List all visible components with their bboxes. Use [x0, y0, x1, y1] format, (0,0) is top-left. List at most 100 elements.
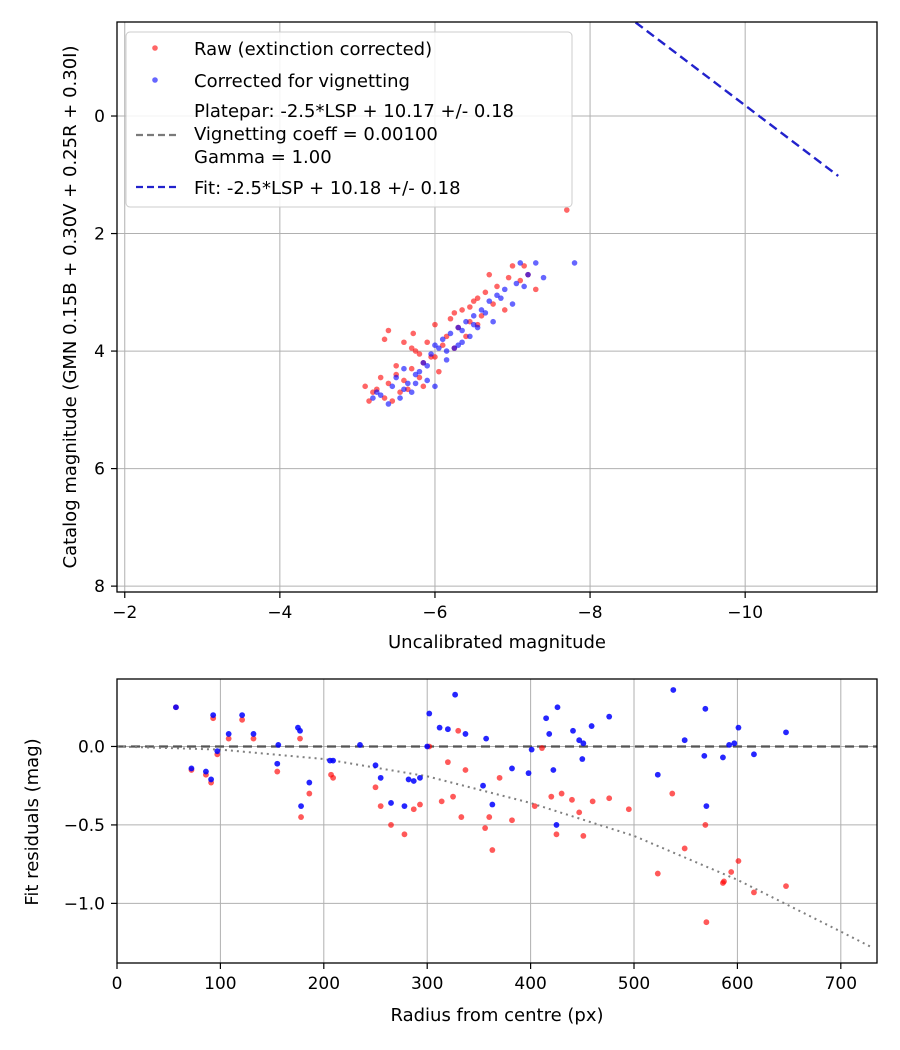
raw-point: [401, 339, 407, 346]
corrected-point: [509, 301, 516, 307]
raw-point: [463, 333, 469, 340]
top-y-axis-label: Catalog magnitude (GMN 0.15B + 0.30V + 0…: [60, 45, 81, 568]
top-y-ticks: 0 2 4 6 8: [94, 107, 117, 597]
corrected-point: [513, 280, 520, 287]
legend-corrected-label: Corrected for vignetting: [194, 71, 410, 92]
raw-residual-point: [702, 822, 709, 828]
corrected-point: [424, 362, 431, 369]
top-y-tick-label: 2: [94, 225, 105, 245]
raw-point: [501, 307, 508, 313]
corrected-residual-point: [357, 742, 363, 748]
corrected-residual-point: [239, 712, 246, 718]
raw-point: [385, 327, 392, 334]
raw-residual-point: [558, 790, 565, 797]
vignetting-curve-path: [117, 745, 873, 949]
corrected-point: [486, 298, 493, 304]
legend-vignetting-label: Vignetting coeff = 0.00100: [194, 124, 438, 145]
raw-point: [397, 389, 403, 396]
corrected-point: [501, 286, 508, 293]
corrected-point: [432, 383, 438, 390]
corrected-residual-point: [553, 822, 560, 828]
corrected-point: [447, 330, 454, 337]
raw-residual-point: [225, 735, 232, 742]
corrected-point: [377, 392, 384, 398]
corrected-residual-point: [670, 687, 677, 693]
raw-point: [416, 351, 423, 357]
corrected-residual-point: [405, 776, 412, 783]
vignetting-curve: [117, 745, 873, 949]
raw-residual-point: [239, 716, 246, 723]
raw-point: [366, 398, 372, 404]
raw-residual-point: [735, 858, 742, 864]
corrected-point: [385, 401, 392, 407]
top-x-tick-label: −2: [112, 603, 137, 623]
legend-raw-marker: [152, 45, 158, 51]
corrected-residual-point: [731, 740, 738, 747]
corrected-residual-point: [297, 727, 303, 734]
corrected-residual-point: [576, 737, 583, 744]
corrected-residual-point: [701, 752, 708, 759]
raw-residual-point: [482, 825, 489, 831]
corrected-residual-point: [525, 770, 532, 777]
raw-residual-point: [539, 745, 545, 751]
raw-point: [459, 307, 465, 313]
legend-corrected-marker: [152, 77, 158, 83]
corrected-residual-point: [751, 751, 757, 758]
raw-residual-point: [548, 793, 555, 800]
raw-residual-point: [462, 767, 469, 773]
top-x-tick-label: −10: [727, 603, 763, 623]
corrected-point: [401, 386, 407, 393]
corrected-residual-point: [214, 748, 221, 755]
raw-point: [401, 377, 407, 384]
corrected-point: [370, 395, 376, 401]
corrected-point: [455, 324, 462, 331]
corrected-point: [470, 313, 477, 319]
legend-gamma-label: Gamma = 1.00: [194, 147, 332, 168]
corrected-residual-point: [298, 803, 304, 809]
corrected-residual-point: [554, 704, 561, 711]
corrected-residual-point: [208, 776, 214, 783]
raw-residual-point: [553, 831, 560, 838]
corrected-residual-point: [543, 715, 550, 722]
raw-point: [381, 336, 388, 343]
raw-residual-point: [681, 845, 688, 852]
raw-point: [467, 318, 473, 325]
raw-residual-point: [496, 774, 503, 781]
corrected-point: [443, 357, 450, 363]
corrected-point: [451, 345, 458, 351]
raw-point: [532, 286, 539, 293]
corrected-residual-point: [274, 760, 281, 767]
bottom-grid: [116, 679, 877, 963]
legend-platepar-label: Platepar: -2.5*LSP + 10.17 +/- 0.18: [194, 101, 514, 122]
corrected-residual-point: [546, 731, 553, 737]
corrected-point: [459, 327, 465, 334]
calibration-scatter-chart: −2 −4 −6 −8 −10 0 2 4 6 8 Uncalibrated magnitude…: [60, 21, 878, 653]
corrected-residual-point: [210, 712, 217, 718]
corrected-residual-point: [703, 803, 710, 809]
raw-residual-point: [306, 790, 313, 797]
raw-point: [436, 368, 442, 375]
corrected-residual-point: [580, 740, 587, 747]
raw-point: [410, 330, 417, 337]
raw-point: [432, 321, 438, 328]
corrected-residual-point: [579, 756, 586, 762]
raw-point: [362, 383, 368, 390]
corrected-point: [478, 307, 485, 313]
raw-point: [389, 398, 396, 404]
raw-residual-point: [388, 822, 394, 828]
corrected-residual-point: [783, 729, 789, 736]
raw-point: [470, 298, 477, 304]
bottom-x-tick-label: 700: [825, 974, 857, 994]
corrected-point: [540, 274, 547, 281]
top-y-tick-label: 0: [94, 107, 105, 127]
raw-residual-point: [438, 798, 445, 805]
raw-residual-point: [531, 803, 538, 809]
corrected-point: [408, 389, 415, 396]
corrected-residual-point: [250, 731, 257, 737]
top-x-ticks: −2 −4 −6 −8 −10: [112, 592, 763, 623]
raw-point: [420, 383, 427, 390]
raw-residual-point: [298, 814, 304, 820]
corrected-point: [490, 318, 496, 325]
corrected-point: [401, 365, 407, 372]
raw-point: [439, 342, 446, 348]
